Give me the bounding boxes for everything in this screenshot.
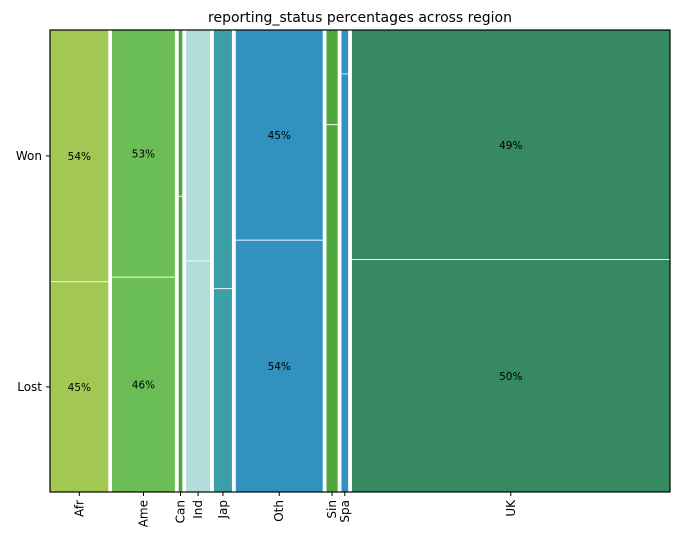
y-tick-label-lost: Lost	[17, 380, 42, 394]
tile-sin-won	[325, 29, 339, 126]
pct-label-ame-lost: 46%	[132, 380, 155, 392]
tile-spa-lost	[340, 73, 349, 493]
pct-label-oth-lost: 54%	[268, 361, 291, 373]
x-tick-label-ame: Ame	[136, 500, 150, 527]
tile-uk-lost	[351, 259, 671, 493]
x-tick-label-sin: Sin	[325, 500, 339, 519]
chart-title: reporting_status percentages across regi…	[208, 10, 512, 26]
tile-spa-won	[340, 29, 349, 75]
tile-ame-lost	[111, 276, 176, 493]
tile-oth-lost	[234, 239, 324, 493]
pct-label-afr-won: 54%	[68, 151, 91, 163]
tile-afr-lost	[49, 281, 110, 493]
pct-label-afr-lost: 45%	[68, 382, 91, 394]
plot-frame	[49, 29, 671, 493]
y-axis: Won Lost	[16, 149, 50, 394]
x-tick-label-ind: Ind	[191, 500, 205, 519]
tile-ame-won	[111, 29, 176, 278]
tile-can-lost	[177, 195, 184, 493]
x-tick-label-spa: Spa	[338, 500, 352, 523]
pct-label-uk-won: 49%	[499, 140, 522, 152]
tile-uk-won	[351, 29, 671, 261]
tile-afr-won	[49, 29, 110, 283]
tile-ind-won	[185, 29, 211, 262]
x-tick-label-afr: Afr	[72, 500, 86, 517]
x-tick-label-can: Can	[174, 500, 188, 523]
tile-jap-lost	[213, 288, 233, 493]
y-tick-label-won: Won	[16, 149, 42, 163]
pct-label-oth-won: 45%	[268, 130, 291, 142]
tile-sin-lost	[325, 124, 339, 493]
tile-jap-won	[213, 29, 233, 290]
mosaic-tiles: 54% 45% 53% 46% 45% 54% 49% 50%	[49, 29, 671, 493]
tile-can-won	[177, 29, 184, 197]
pct-label-ame-won: 53%	[132, 149, 155, 161]
x-tick-label-oth: Oth	[272, 500, 286, 522]
x-tick-label-jap: Jap	[216, 500, 230, 520]
x-tick-label-uk: UK	[504, 499, 518, 517]
tile-ind-lost	[185, 260, 211, 493]
pct-label-uk-lost: 50%	[499, 371, 522, 383]
